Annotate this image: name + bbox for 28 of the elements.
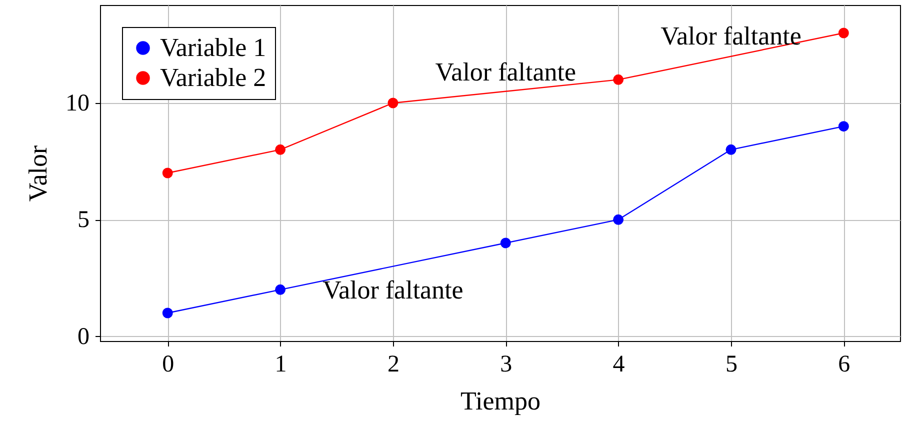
point xyxy=(838,28,849,38)
x-axis-title: Tiempo xyxy=(460,386,540,416)
y-tick-label: 5 xyxy=(78,207,90,234)
x-tick-label: 2 xyxy=(387,352,400,378)
point xyxy=(275,144,286,155)
annotation: Valor faltante xyxy=(660,21,802,50)
y-axis-title: Valor xyxy=(24,145,52,202)
x-tick-label: 5 xyxy=(725,352,738,378)
point xyxy=(500,238,511,248)
annotation: Valor faltante xyxy=(435,57,576,86)
point xyxy=(275,284,286,295)
x-tick-label: 4 xyxy=(612,352,625,378)
annotation: Valor faltante xyxy=(322,275,464,304)
point xyxy=(162,308,173,318)
legend-label: Variable 1 xyxy=(160,33,266,62)
point xyxy=(388,98,398,108)
x-tick-label: 3 xyxy=(500,352,512,378)
y-tick-label: 0 xyxy=(78,324,90,350)
point xyxy=(613,74,624,85)
legend-label: Variable 2 xyxy=(160,63,266,92)
x-tick-label: 6 xyxy=(838,352,850,378)
y-tick-label: 10 xyxy=(66,90,90,116)
point xyxy=(162,168,173,178)
x-tick-label: 1 xyxy=(274,352,287,378)
point xyxy=(613,214,624,225)
x-tick-label: 0 xyxy=(162,352,174,378)
point xyxy=(726,144,736,155)
point xyxy=(838,121,849,132)
